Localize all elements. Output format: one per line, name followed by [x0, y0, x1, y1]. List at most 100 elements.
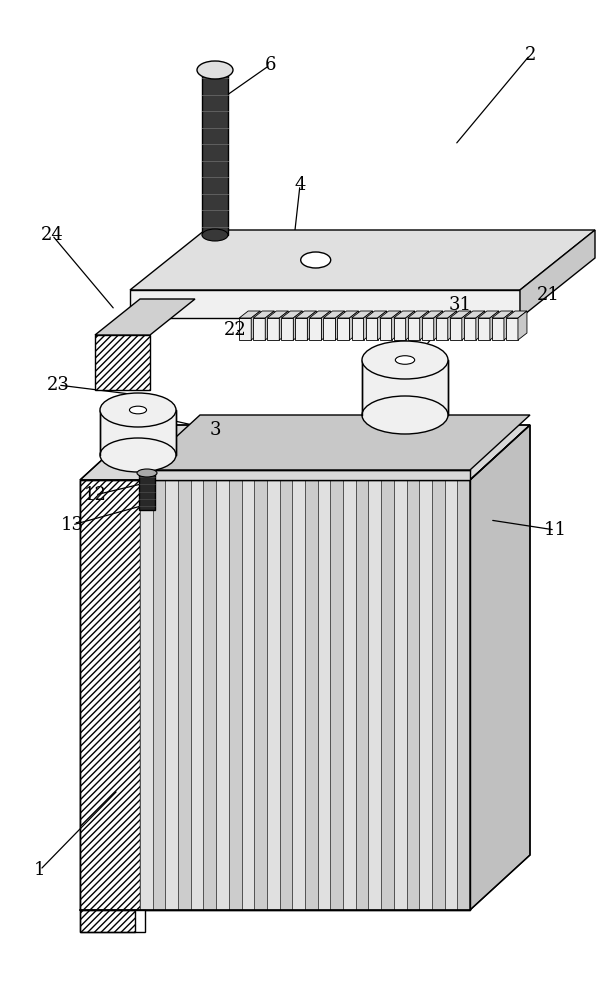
- Text: 12: 12: [84, 486, 107, 504]
- Polygon shape: [139, 473, 155, 510]
- Polygon shape: [380, 311, 400, 318]
- Ellipse shape: [362, 396, 448, 434]
- Polygon shape: [239, 318, 251, 340]
- Polygon shape: [408, 311, 429, 318]
- Polygon shape: [80, 425, 530, 480]
- Polygon shape: [377, 311, 386, 340]
- Polygon shape: [309, 311, 330, 318]
- Polygon shape: [490, 311, 499, 340]
- Polygon shape: [229, 480, 241, 910]
- Polygon shape: [343, 480, 356, 910]
- Polygon shape: [365, 311, 386, 318]
- Polygon shape: [95, 335, 150, 390]
- Polygon shape: [293, 311, 302, 340]
- Ellipse shape: [137, 469, 157, 477]
- Polygon shape: [462, 311, 471, 340]
- Polygon shape: [518, 311, 527, 340]
- Polygon shape: [308, 311, 317, 340]
- Polygon shape: [520, 230, 595, 318]
- Polygon shape: [380, 318, 391, 340]
- Polygon shape: [506, 311, 527, 318]
- Polygon shape: [253, 318, 265, 340]
- Ellipse shape: [396, 356, 415, 364]
- Polygon shape: [153, 480, 166, 910]
- Text: 24: 24: [40, 226, 63, 244]
- Ellipse shape: [301, 252, 330, 268]
- Polygon shape: [436, 318, 448, 340]
- Polygon shape: [450, 318, 462, 340]
- Polygon shape: [408, 318, 420, 340]
- Ellipse shape: [197, 61, 233, 79]
- Polygon shape: [450, 311, 471, 318]
- Polygon shape: [364, 311, 373, 340]
- Polygon shape: [178, 480, 191, 910]
- Polygon shape: [323, 318, 335, 340]
- Polygon shape: [203, 480, 216, 910]
- Text: 21: 21: [536, 286, 559, 304]
- Polygon shape: [394, 311, 415, 318]
- Text: 11: 11: [544, 521, 566, 539]
- Polygon shape: [365, 318, 377, 340]
- Text: 1: 1: [34, 861, 46, 879]
- Polygon shape: [267, 311, 288, 318]
- Polygon shape: [419, 480, 432, 910]
- Polygon shape: [100, 410, 176, 455]
- Polygon shape: [95, 299, 195, 335]
- Polygon shape: [265, 311, 275, 340]
- Polygon shape: [338, 318, 350, 340]
- Text: 3: 3: [209, 421, 221, 439]
- Polygon shape: [381, 480, 394, 910]
- Polygon shape: [335, 311, 344, 340]
- Polygon shape: [422, 318, 433, 340]
- Polygon shape: [352, 318, 364, 340]
- Polygon shape: [478, 311, 499, 318]
- Polygon shape: [492, 311, 513, 318]
- Text: 22: 22: [223, 321, 246, 339]
- Ellipse shape: [202, 229, 228, 241]
- Polygon shape: [406, 311, 415, 340]
- Polygon shape: [464, 311, 485, 318]
- Text: 6: 6: [264, 56, 276, 74]
- Polygon shape: [330, 480, 343, 910]
- Polygon shape: [296, 311, 317, 318]
- Polygon shape: [279, 311, 288, 340]
- Polygon shape: [267, 318, 279, 340]
- Text: 4: 4: [294, 176, 306, 194]
- Polygon shape: [254, 480, 267, 910]
- Polygon shape: [445, 480, 458, 910]
- Polygon shape: [281, 311, 302, 318]
- Polygon shape: [368, 480, 381, 910]
- Ellipse shape: [100, 393, 176, 427]
- Polygon shape: [350, 311, 358, 340]
- Polygon shape: [422, 311, 442, 318]
- Polygon shape: [251, 311, 260, 340]
- Polygon shape: [506, 318, 518, 340]
- Polygon shape: [432, 480, 445, 910]
- Polygon shape: [296, 318, 308, 340]
- Polygon shape: [362, 360, 448, 415]
- Polygon shape: [504, 311, 513, 340]
- Polygon shape: [394, 480, 406, 910]
- Polygon shape: [321, 311, 330, 340]
- Polygon shape: [191, 480, 203, 910]
- Polygon shape: [433, 311, 442, 340]
- Polygon shape: [492, 318, 504, 340]
- Ellipse shape: [100, 438, 176, 472]
- Polygon shape: [323, 311, 344, 318]
- Polygon shape: [338, 311, 358, 318]
- Polygon shape: [166, 480, 178, 910]
- Polygon shape: [216, 480, 229, 910]
- Polygon shape: [464, 318, 476, 340]
- Polygon shape: [130, 230, 595, 290]
- Polygon shape: [318, 480, 330, 910]
- Polygon shape: [305, 480, 318, 910]
- Polygon shape: [406, 480, 419, 910]
- Text: 2: 2: [524, 46, 536, 64]
- Text: 31: 31: [448, 296, 471, 314]
- Polygon shape: [293, 480, 305, 910]
- Polygon shape: [130, 290, 520, 318]
- Polygon shape: [279, 480, 293, 910]
- Text: 13: 13: [60, 516, 84, 534]
- Polygon shape: [356, 480, 368, 910]
- Polygon shape: [470, 425, 530, 910]
